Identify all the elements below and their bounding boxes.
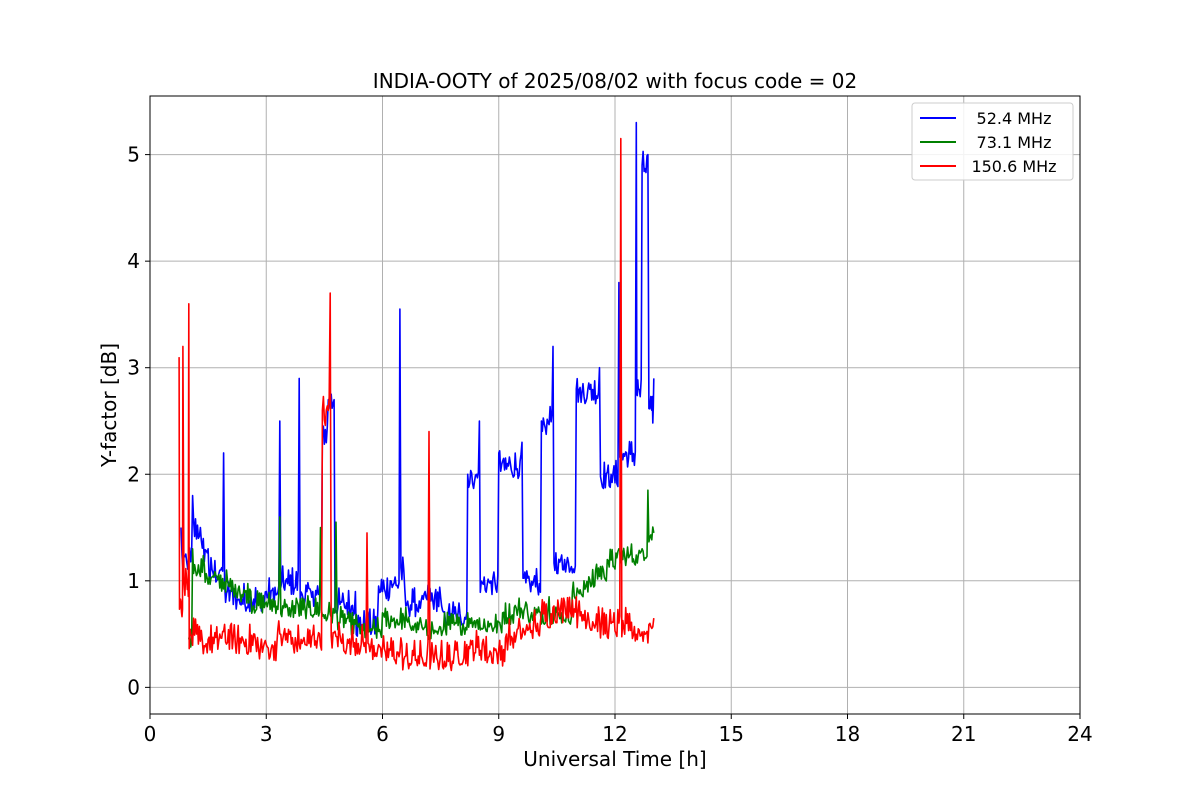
x-tick-label: 21 xyxy=(951,722,976,746)
x-tick-label: 0 xyxy=(144,722,157,746)
x-tick-label: 3 xyxy=(260,722,273,746)
x-tick-label: 9 xyxy=(492,722,505,746)
x-tick-label: 18 xyxy=(835,722,860,746)
y-tick-label: 4 xyxy=(127,249,140,273)
legend: 52.4 MHz 73.1 MHz 150.6 MHz xyxy=(911,102,1074,181)
series-lines xyxy=(178,121,655,672)
x-tick-label: 6 xyxy=(376,722,389,746)
y-tick-label: 3 xyxy=(127,356,140,380)
legend-label-3: 150.6 MHz xyxy=(971,157,1056,176)
series-line-3 xyxy=(178,137,655,672)
y-axis-label: Y-factor [dB] xyxy=(97,343,121,468)
legend-label-1: 52.4 MHz xyxy=(977,109,1052,128)
legend-label-2: 73.1 MHz xyxy=(977,133,1052,152)
y-tick-label: 5 xyxy=(127,143,140,167)
x-axis-label: Universal Time [h] xyxy=(523,747,706,771)
x-tick-label: 15 xyxy=(719,722,744,746)
legend-box xyxy=(911,102,1074,181)
y-tick-label: 2 xyxy=(127,462,140,486)
x-tick-label: 12 xyxy=(602,722,627,746)
y-tick-label: 0 xyxy=(127,675,140,699)
x-tick-label: 24 xyxy=(1067,722,1092,746)
chart-title: INDIA-OOTY of 2025/08/02 with focus code… xyxy=(373,69,857,93)
y-tick-label: 1 xyxy=(127,569,140,593)
